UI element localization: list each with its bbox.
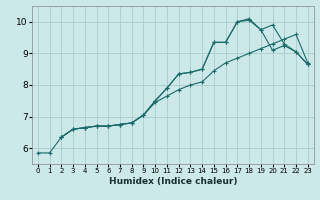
X-axis label: Humidex (Indice chaleur): Humidex (Indice chaleur) [108,177,237,186]
